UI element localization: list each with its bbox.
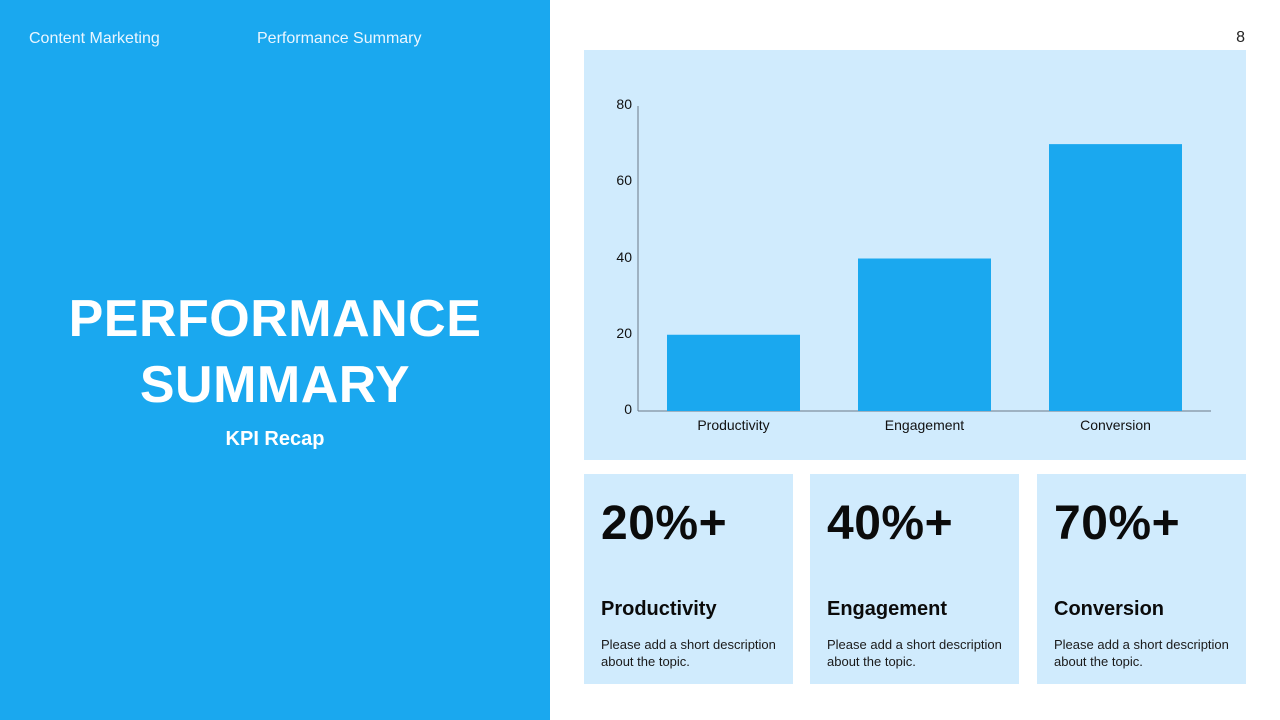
x-axis-label: Engagement [884,417,965,433]
bar-chart: 0 20 40 60 80 Productivity Engagement Conversi… [584,50,1246,460]
nav-performance-summary[interactable]: Performance Summary [257,30,422,47]
y-axis-tick: 40 [616,248,632,265]
bar-productivity [667,334,800,411]
kpi-label: Engagement [827,598,948,620]
title-line-1: PERFORMANCE [68,290,482,348]
y-axis-tick: 20 [616,324,632,341]
chart-plot-area [637,106,1211,412]
kpi-description: Please add a short description about the… [601,637,776,669]
nav-content-marketing[interactable]: Content Marketing [29,30,160,47]
title-panel: Content Marketing Performance Summary PE… [0,0,550,720]
page-subtitle: KPI Recap [225,428,325,450]
x-axis-label: Conversion [1080,417,1151,433]
title-line-2: SUMMARY [139,356,411,414]
kpi-label: Productivity [601,598,717,620]
kpi-value: 40%+ [827,497,954,550]
bar-engagement [858,258,991,411]
kpi-label: Conversion [1054,598,1165,620]
kpi-card-conversion: 70%+ Conversion Please add a short descrip… [1037,474,1246,684]
page-title: PERFORMANCE SUMMARY [0,286,550,418]
kpi-description: Please add a short description about the… [827,637,1002,669]
x-axis-label: Productivity [697,417,770,433]
y-axis-tick: 0 [624,401,632,417]
kpi-card-productivity: 20%+ Productivity Please add a short descr… [584,474,793,684]
y-axis-tick: 80 [616,96,632,112]
kpi-card-engagement: 40%+ Engagement Please add a short descrip… [810,474,1019,684]
bar-conversion [1049,144,1182,411]
kpi-value: 20%+ [601,497,728,550]
kpi-description: Please add a short description about the… [1054,637,1229,669]
page-number: 8 [1236,29,1245,46]
kpi-value: 70%+ [1054,497,1181,550]
y-axis-tick: 60 [616,172,632,189]
